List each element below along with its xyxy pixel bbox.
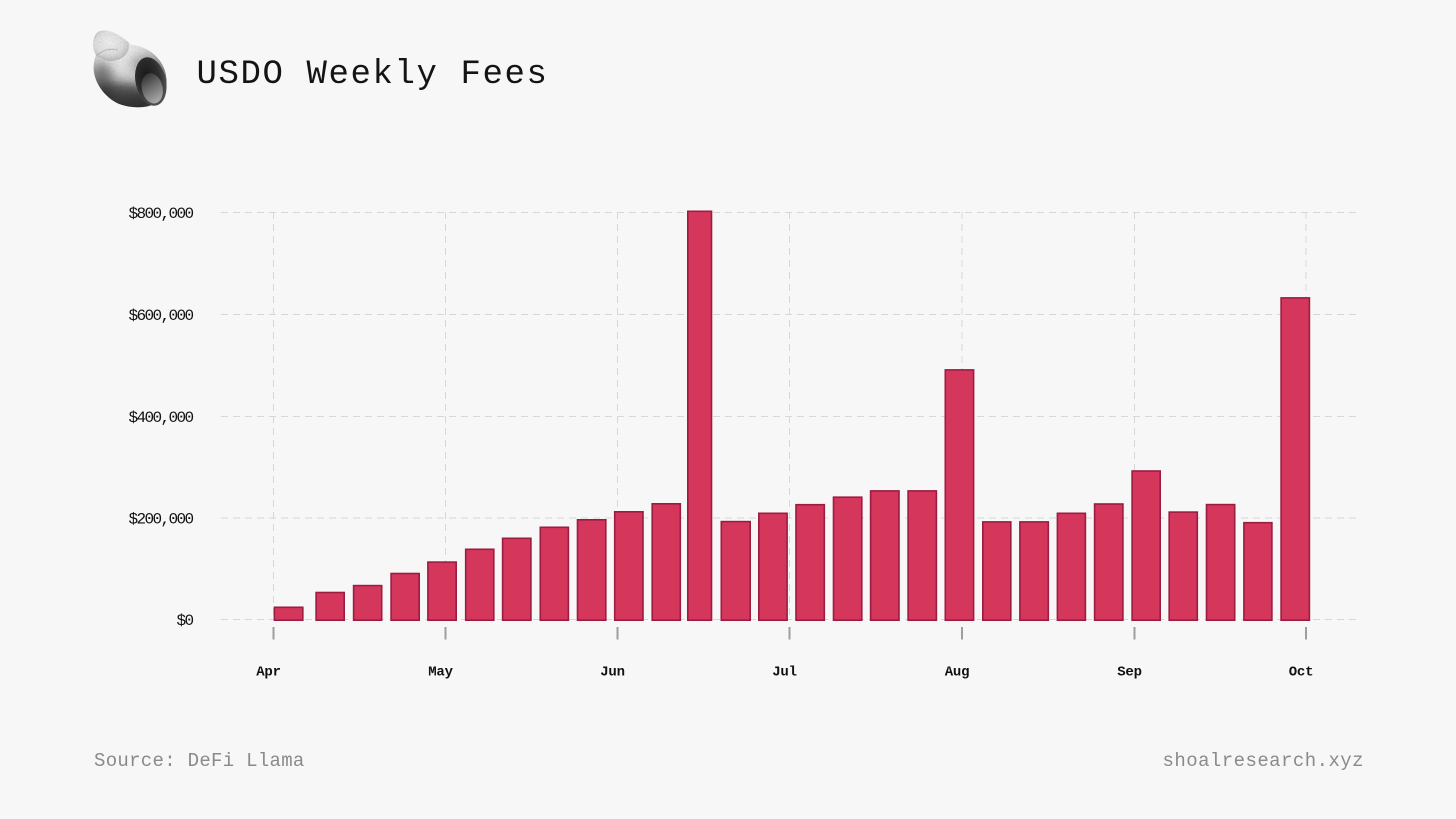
svg-text:Jun: Jun (600, 665, 625, 681)
svg-text:Sep: Sep (1117, 665, 1142, 681)
svg-text:Jul: Jul (772, 665, 797, 681)
svg-text:$400,000: $400,000 (128, 409, 193, 427)
svg-text:May: May (428, 665, 453, 681)
svg-text:Source: DeFi Llama: Source: DeFi Llama (94, 750, 305, 772)
svg-text:$0: $0 (176, 612, 193, 630)
svg-text:$800,000: $800,000 (128, 205, 193, 223)
svg-text:Aug: Aug (945, 665, 970, 681)
svg-text:shoalresearch.xyz: shoalresearch.xyz (1163, 750, 1364, 772)
svg-text:Oct: Oct (1289, 665, 1314, 681)
svg-text:USDO Weekly Fees: USDO Weekly Fees (197, 56, 549, 94)
svg-text:$200,000: $200,000 (128, 511, 193, 529)
svg-text:Apr: Apr (256, 665, 281, 681)
svg-text:$600,000: $600,000 (128, 307, 193, 325)
